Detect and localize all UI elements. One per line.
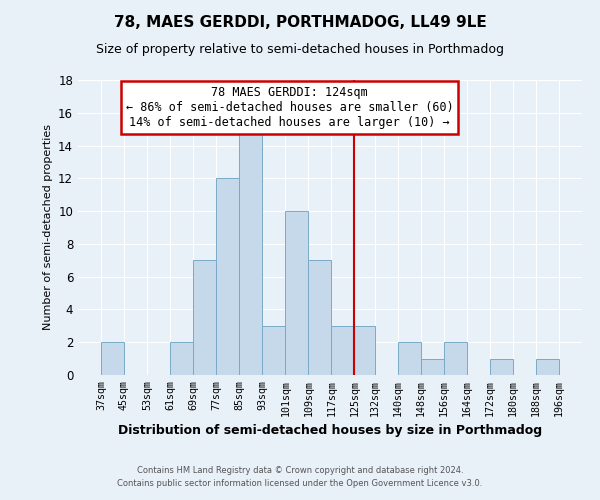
Bar [308,260,331,375]
Bar [216,178,239,375]
Bar [398,342,421,375]
Text: Size of property relative to semi-detached houses in Porthmadog: Size of property relative to semi-detach… [96,42,504,56]
Bar [355,326,374,375]
Bar [262,326,286,375]
Bar [444,342,467,375]
X-axis label: Distribution of semi-detached houses by size in Porthmadog: Distribution of semi-detached houses by … [118,424,542,437]
Bar [239,129,262,375]
Y-axis label: Number of semi-detached properties: Number of semi-detached properties [43,124,53,330]
Text: 78, MAES GERDDI, PORTHMADOG, LL49 9LE: 78, MAES GERDDI, PORTHMADOG, LL49 9LE [113,15,487,30]
Bar [193,260,216,375]
Bar [421,358,444,375]
Bar [331,326,355,375]
Text: Contains HM Land Registry data © Crown copyright and database right 2024.
Contai: Contains HM Land Registry data © Crown c… [118,466,482,487]
Bar [170,342,193,375]
Bar [101,342,124,375]
Bar [536,358,559,375]
Text: 78 MAES GERDDI: 124sqm
← 86% of semi-detached houses are smaller (60)
14% of sem: 78 MAES GERDDI: 124sqm ← 86% of semi-det… [126,86,454,129]
Bar [286,211,308,375]
Bar [490,358,513,375]
